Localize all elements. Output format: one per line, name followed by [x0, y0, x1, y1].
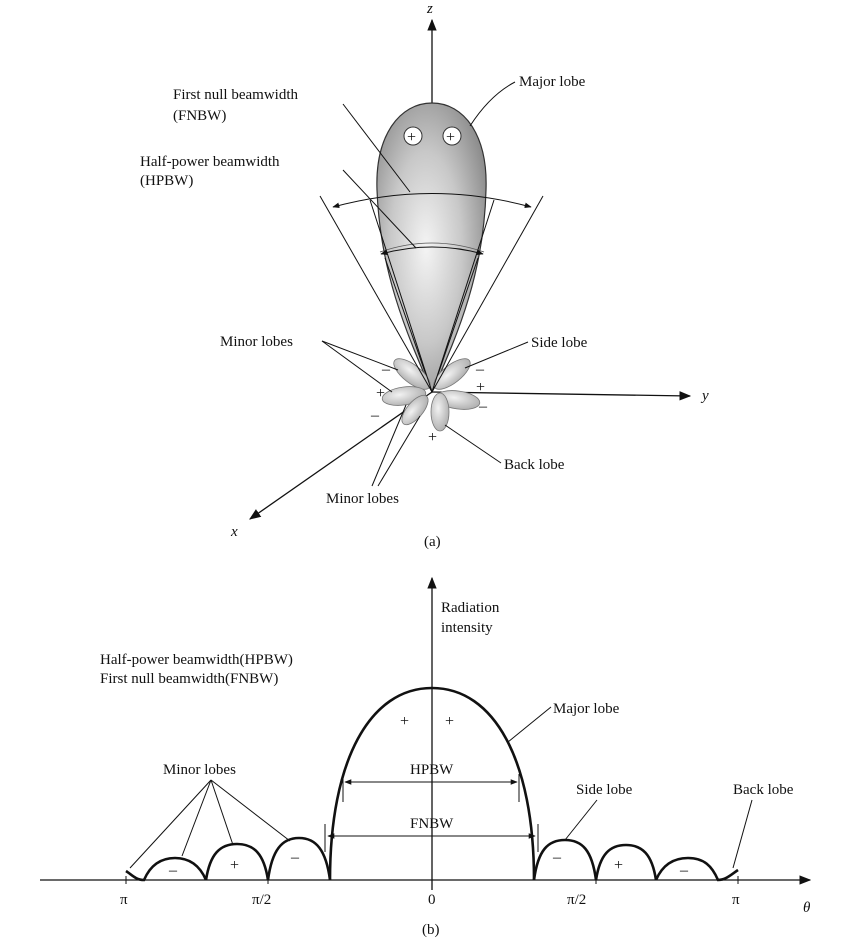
back-lobe-sign: +: [428, 429, 437, 446]
minor-lobe-curve-1: [125, 856, 208, 882]
minor-sign-b3: –: [290, 849, 300, 866]
hpbw-arc: [380, 246, 484, 256]
minor-sign-1: –: [381, 361, 391, 378]
minor-lobe-curve-6: [654, 856, 739, 882]
lobe-contour-ring: [379, 242, 485, 253]
side-lobe-leader-b: [564, 799, 598, 841]
hpbw-legend: Half-power beamwidth(HPBW): [100, 652, 293, 668]
major-lobe-label-b: Major lobe: [553, 701, 620, 717]
minor-leader-b1: [129, 779, 212, 869]
tick-label-zero: 0: [428, 892, 436, 908]
y-axis-label: y: [700, 388, 709, 404]
back-lobe-label: Back lobe: [504, 457, 565, 473]
plus-sign-left: +: [407, 129, 416, 146]
fnbw-text: FNBW: [410, 816, 454, 832]
tick-label-pi-half: π/2: [567, 892, 586, 908]
major-lobe-label: Major lobe: [519, 74, 586, 90]
minor-leader-b2: [181, 779, 212, 857]
minor-lobes-3d: [381, 358, 481, 432]
hpbw-text: HPBW: [410, 762, 454, 778]
minor-sign-3: –: [370, 407, 380, 424]
minor-lobe-curve-3: [266, 836, 332, 881]
plus-circle-left: [403, 126, 423, 146]
minor-sign-b6: –: [679, 862, 689, 879]
major-lobe-curve: [328, 686, 536, 881]
side-lobe-label-b: Side lobe: [576, 782, 633, 798]
hpbw-edge-left: [369, 199, 433, 393]
minor-lobes-lower-leader-2: [377, 415, 421, 487]
minor-lobes-upper-label: Minor lobes: [220, 334, 293, 350]
minor-lobes-upper-leader-1: [321, 340, 399, 371]
back-lobe-leader-b: [732, 799, 753, 869]
major-lobe-leader: [469, 81, 516, 127]
back-lobe-label-b: Back lobe: [733, 782, 794, 798]
x-axis: [249, 391, 433, 520]
minor-lobes-lower-leader-1: [371, 404, 407, 487]
minor-sign-b4: –: [552, 849, 562, 866]
fnbw-leader: [342, 103, 411, 193]
tick-label-neg-pi-half: π/2: [252, 892, 271, 908]
fnbw-edge-left: [319, 195, 433, 393]
major-plus-left: +: [400, 713, 409, 730]
lobe-cone-edge-left: [384, 257, 433, 393]
intensity-label-line1: Radiation: [441, 600, 500, 616]
hpbw-leader: [342, 169, 417, 249]
fnbw-edge-right: [431, 195, 544, 393]
side-lobe-label: Side lobe: [531, 335, 588, 351]
hpbw-label-line1: Half-power beamwidth: [140, 154, 280, 170]
fnbw-label-line2: (FNBW): [173, 108, 226, 124]
major-plus-right: +: [445, 713, 454, 730]
minor-lobes-lower-label: Minor lobes: [326, 491, 399, 507]
minor-sign-b1: –: [168, 862, 178, 879]
caption-b: (b): [422, 922, 440, 938]
fnbw-arc: [332, 193, 532, 209]
tick-label-pi: π: [732, 892, 740, 908]
tick-label-neg-pi: π: [120, 892, 128, 908]
minor-lobes-label-b: Minor lobes: [163, 762, 236, 778]
minor-lobes-upper-leader-2: [321, 340, 393, 393]
minor-lobe-curve-2: [204, 842, 270, 881]
minor-sign-5: +: [476, 379, 485, 396]
minor-sign-4: –: [475, 361, 485, 378]
fnbw-label-line1: First null beamwidth: [173, 87, 298, 103]
minor-lobe-curve-4: [532, 838, 598, 881]
major-lobe-leader-b: [507, 706, 552, 743]
minor-sign-6: –: [478, 398, 488, 415]
back-lobe-leader: [444, 424, 502, 464]
x-axis-label: x: [230, 524, 238, 540]
plus-circle-right: [442, 126, 462, 146]
z-axis-label: z: [426, 1, 433, 17]
hpbw-edge-right: [431, 199, 495, 393]
caption-a: (a): [424, 534, 441, 550]
minor-sign-b5: +: [614, 857, 623, 874]
hpbw-label-line2: (HPBW): [140, 173, 193, 189]
minor-lobe-curve-5: [594, 843, 658, 881]
theta-ticks: [125, 876, 739, 884]
minor-sign-2: +: [376, 385, 385, 402]
minor-sign-b2: +: [230, 857, 239, 874]
figure-b: Radiation intensity Half-power beamwidth…: [40, 576, 812, 938]
fnbw-legend: First null beamwidth(FNBW): [100, 671, 278, 687]
minor-leader-b3: [210, 779, 234, 846]
y-axis: [431, 391, 692, 401]
figure-a: z y x + + – + – – + – +: [140, 1, 709, 550]
theta-axis-label: θ: [803, 900, 811, 916]
intensity-label-line2: intensity: [441, 620, 493, 636]
minor-leader-b4: [210, 779, 291, 842]
plus-sign-right: +: [446, 129, 455, 146]
side-lobe-leader: [464, 341, 529, 369]
